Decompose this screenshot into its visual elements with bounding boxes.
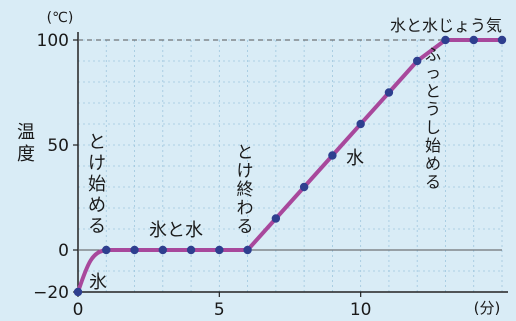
annotation-water-and-vapor: 水と水じょう気	[390, 16, 502, 35]
x-unit-label: (分)	[474, 299, 501, 317]
annotation-ice: 氷	[89, 272, 107, 293]
data-point	[158, 245, 167, 255]
series	[73, 35, 507, 297]
y-axis-label-char: 度	[17, 144, 35, 165]
data-point	[384, 88, 394, 97]
annotation-finish-melting-char: 終	[237, 180, 254, 200]
data-point	[186, 245, 196, 255]
x-tick-label: 5	[214, 300, 225, 320]
y-tick-label: −20	[33, 283, 69, 303]
annotation-water: 水	[346, 148, 364, 169]
data-point	[215, 245, 224, 255]
y-tick-label: 50	[47, 136, 69, 156]
data-point	[299, 182, 309, 192]
y-tick-label: 0	[58, 241, 69, 261]
annotation-start-boiling-char: ふ	[425, 45, 441, 64]
annotation-finish-melting-char: る	[237, 217, 254, 237]
data-point	[328, 151, 337, 160]
x-tick-label: 0	[73, 300, 84, 320]
annotation-start-melting-char: め	[88, 195, 106, 216]
annotation-start-boiling-char: し	[425, 118, 441, 137]
annotation-finish-melting-char: わ	[237, 199, 254, 219]
annotation-start-melting-char: 始	[88, 174, 106, 195]
annotation-ice-and-water: 氷と水	[149, 220, 203, 241]
data-point	[243, 245, 252, 255]
annotation-start-melting-char: け	[88, 153, 106, 174]
data-point	[102, 245, 111, 255]
data-point	[356, 119, 365, 129]
data-point	[469, 35, 478, 45]
data-point	[497, 35, 507, 45]
data-point	[73, 287, 83, 297]
annotation-start-boiling-char: め	[425, 154, 441, 173]
data-point	[271, 214, 281, 223]
annotation-start-boiling-char: っ	[425, 63, 441, 82]
annotation-finish-melting-char: と	[237, 143, 254, 163]
data-point	[441, 35, 450, 45]
annotation-finish-melting-char: け	[237, 162, 254, 182]
annotation-start-boiling-char: と	[425, 81, 441, 100]
annotation-start-boiling-char: る	[425, 172, 441, 191]
x-tick-label: 10	[350, 300, 372, 320]
y-unit-label: (℃)	[47, 10, 74, 26]
y-axis-label-char: 温	[17, 122, 35, 143]
annotation-start-melting-char: と	[88, 132, 106, 153]
annotation-start-melting-char: る	[88, 216, 106, 237]
data-point	[413, 56, 422, 66]
annotation-start-boiling-char: 始	[425, 136, 441, 155]
data-point	[130, 245, 139, 255]
y-tick-label: 100	[37, 31, 69, 51]
annotation-start-boiling-char: う	[425, 100, 441, 119]
